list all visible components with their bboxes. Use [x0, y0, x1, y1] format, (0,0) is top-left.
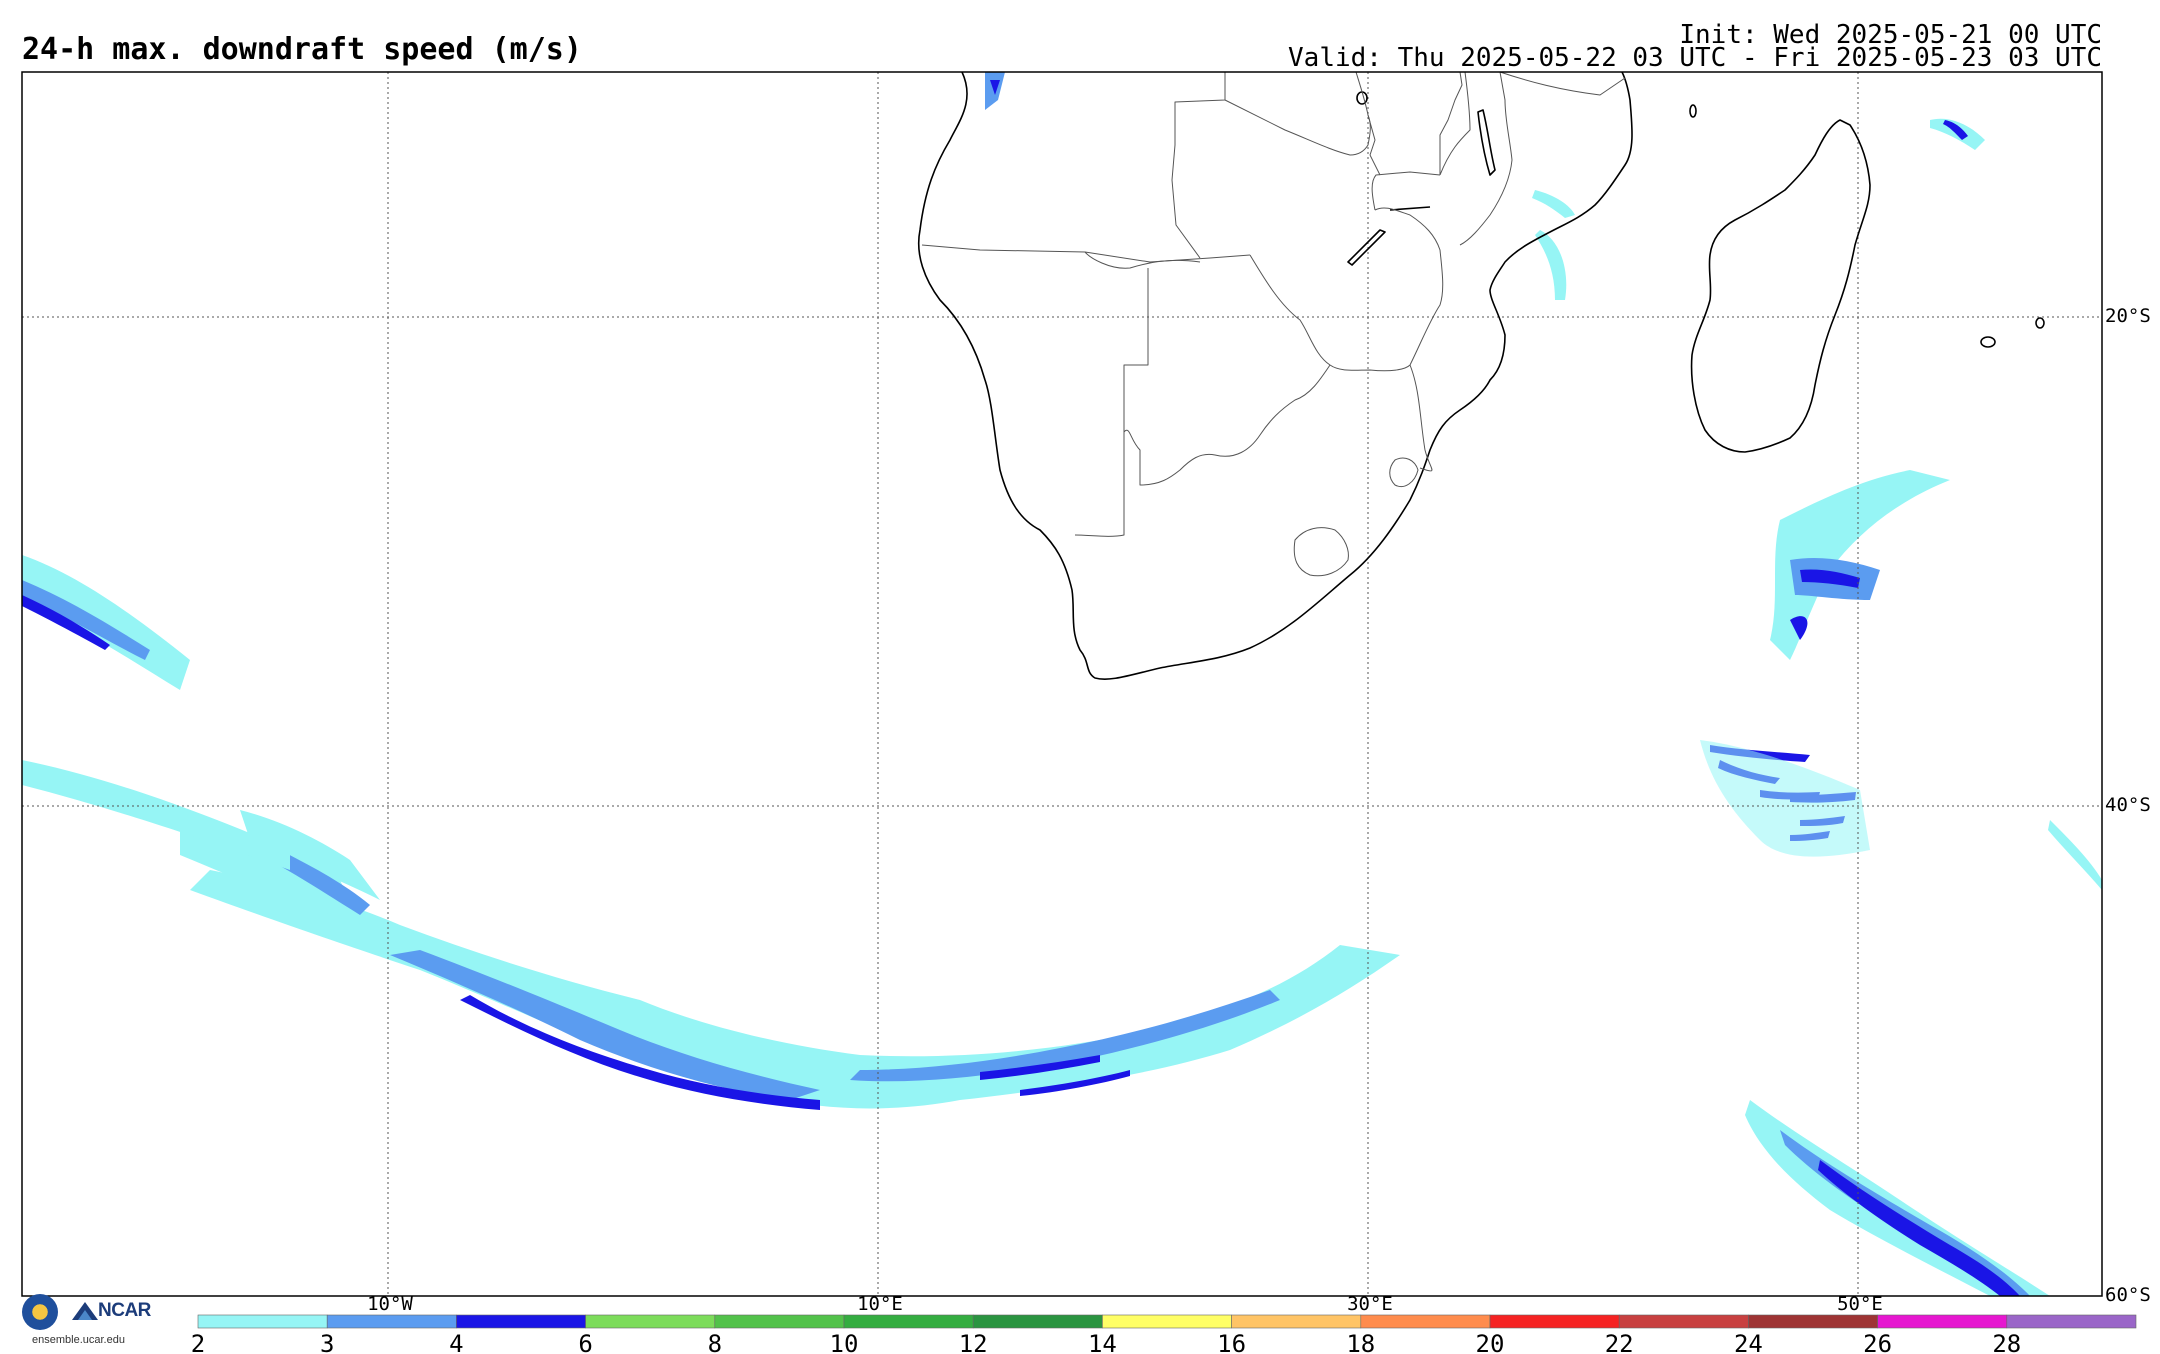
logo-url: ensemble.ucar.edu: [32, 1334, 125, 1346]
colorbar-swatch: [585, 1314, 716, 1329]
downdraft-shading: [22, 72, 2102, 1296]
colorbar-swatch: [456, 1314, 586, 1329]
lon-label-10e: 10°E: [857, 1293, 903, 1315]
colorbar-swatch: [972, 1314, 1103, 1329]
nsf-logo-icon: [22, 1294, 58, 1330]
colorbar-swatch: [197, 1314, 328, 1329]
colorbar-tick-label: 24: [1734, 1330, 1763, 1354]
ncar-logo-icon: [72, 1302, 98, 1320]
lat-label-60s: 60°S: [2105, 1284, 2151, 1306]
colorbar: 2 3 4 6 8 10 12 14 16 18 20 22 24 26 28: [191, 1314, 2137, 1354]
lon-label-50e: 50°E: [1837, 1293, 1883, 1315]
colorbar-tick-label: 6: [578, 1330, 592, 1354]
valid-time: Valid: Thu 2025-05-22 03 UTC - Fri 2025-…: [1288, 43, 2102, 73]
colorbar-swatch: [1360, 1314, 1491, 1329]
lat-label-20s: 20°S: [2105, 305, 2151, 327]
colorbar-tick-label: 26: [1863, 1330, 1892, 1354]
colorbar-tick-label: 20: [1476, 1330, 1505, 1354]
colorbar-swatch: [1102, 1314, 1232, 1329]
lon-label-30e: 30°E: [1347, 1293, 1393, 1315]
init-time: Init: Wed 2025-05-21 00 UTC: [1679, 20, 2102, 50]
lon-label-10w: 10°W: [367, 1293, 413, 1315]
colorbar-swatch: [1877, 1314, 2008, 1329]
country-borders: [921, 71, 1626, 577]
longitude-labels: 10°W 10°E 30°E 50°E: [367, 1293, 1883, 1315]
graticule: [22, 72, 2102, 1296]
map-frame: [21, 71, 2103, 1297]
latitude-labels: 20°S 40°S 60°S: [2105, 305, 2151, 1306]
lat-label-40s: 40°S: [2105, 794, 2151, 816]
colorbar-swatch: [1748, 1314, 1878, 1329]
logo-area: NCAR ensemble.ucar.edu: [22, 1294, 162, 1350]
colorbar-tick-label: 12: [959, 1330, 988, 1354]
colorbar-tick-label: 28: [1992, 1330, 2021, 1354]
colorbar-tick-label: 2: [191, 1330, 205, 1354]
colorbar-swatch: [2006, 1314, 2137, 1329]
colorbar-tick-label: 10: [830, 1330, 859, 1354]
map-title: 24-h max. downdraft speed (m/s): [22, 32, 582, 67]
colorbar-tick-label: 18: [1346, 1330, 1375, 1354]
colorbar-tick-label: 16: [1217, 1330, 1246, 1354]
colorbar-tick-label: 22: [1605, 1330, 1634, 1354]
colorbar-tick-label: 3: [320, 1330, 334, 1354]
colorbar-swatch: [714, 1314, 845, 1329]
colorbar-swatch: [1618, 1314, 1749, 1329]
colorbar-tick-label: 8: [708, 1330, 722, 1354]
colorbar-tick-label: 14: [1088, 1330, 1117, 1354]
colorbar-swatch: [843, 1314, 974, 1329]
colorbar-swatch: [326, 1314, 457, 1329]
colorbar-swatch: [1231, 1314, 1362, 1329]
colorbar-swatch: [1489, 1314, 1620, 1329]
coastlines: [917, 71, 2045, 680]
ncar-logo-text: NCAR: [98, 1300, 151, 1321]
colorbar-tick-label: 4: [449, 1330, 463, 1354]
